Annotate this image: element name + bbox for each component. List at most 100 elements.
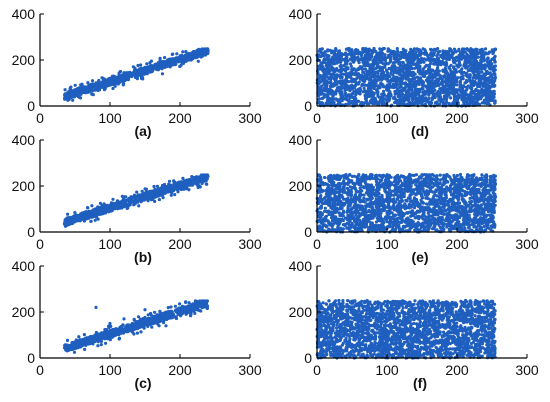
scatter-point (109, 324, 113, 328)
scatter-point (126, 74, 130, 78)
scatter-point (173, 304, 177, 308)
scatter-point (415, 82, 419, 86)
scatter-point (437, 83, 441, 87)
scatter-point (184, 300, 188, 304)
scatter-point (126, 71, 130, 75)
scatter-point (472, 74, 476, 78)
scatter-point (63, 97, 67, 101)
scatter-point (135, 320, 139, 324)
scatter-point (199, 54, 203, 59)
scatter-point (102, 88, 106, 92)
scatter-point (83, 338, 87, 343)
scatter-point (413, 100, 418, 104)
scatter-point (193, 175, 197, 180)
scatter-point (166, 306, 170, 310)
scatter-point (338, 55, 342, 59)
scatter-point (199, 309, 203, 313)
scatter-point (167, 312, 171, 316)
x-tick-label: 200 (168, 236, 192, 252)
y-tick-label: 200 (12, 178, 36, 194)
scatter-point (170, 188, 174, 192)
scatter-point (138, 325, 142, 329)
scatter-point (107, 78, 111, 82)
scatter-point (416, 91, 420, 95)
scatter-point (158, 318, 162, 322)
scatter-point (153, 310, 157, 314)
scatter-point (82, 333, 86, 337)
scatter-point (140, 75, 145, 80)
scatter-point (465, 47, 469, 51)
scatter-point (472, 60, 476, 64)
scatter-point (111, 86, 115, 91)
scatter-point (457, 47, 461, 52)
scatter-point (421, 81, 425, 85)
scatter-point (93, 218, 97, 222)
scatter-point (70, 95, 74, 99)
scatter-point (121, 76, 125, 80)
scatter-point (191, 303, 195, 307)
scatter-point (181, 50, 185, 54)
scatter-point (73, 83, 77, 87)
scatter-point (411, 73, 415, 77)
scatter-point (135, 194, 140, 198)
scatter-point (142, 72, 146, 76)
scatter-point (187, 301, 191, 305)
scatter-point (126, 78, 130, 82)
scatter-point (79, 88, 83, 92)
scatter-point (104, 341, 108, 345)
y-tick-label: 400 (12, 258, 36, 274)
y-tick-label: 0 (27, 224, 35, 240)
scatter-point (132, 193, 137, 197)
scatter-point (87, 88, 91, 92)
scatter-point (132, 203, 136, 207)
scatter-point (135, 331, 139, 335)
scatter-point (63, 88, 67, 92)
scatter-point (120, 194, 124, 198)
scatter-point (465, 74, 469, 78)
x-tick-label: 200 (168, 110, 192, 126)
scatter-point (466, 84, 470, 88)
scatter-point (86, 81, 90, 85)
scatter-point (133, 199, 137, 203)
scatter-point (78, 96, 83, 100)
scatter-point (150, 66, 154, 70)
scatter-point (169, 309, 173, 313)
scatter-point (121, 83, 125, 87)
scatter-point (471, 79, 475, 83)
scatter-point (327, 67, 331, 71)
scatter-point (326, 49, 330, 53)
scatter-point (161, 187, 165, 192)
scatter-point (185, 181, 189, 185)
scatter-point (184, 50, 188, 54)
scatter-point (69, 85, 73, 89)
scatter-point (157, 324, 161, 328)
scatter-point (361, 90, 365, 94)
scatter-point (68, 219, 72, 223)
x-tick-label: 100 (98, 236, 122, 252)
scatter-point (192, 50, 196, 54)
scatter-point (204, 304, 209, 308)
scatter-point (77, 91, 81, 95)
scatter-point (374, 50, 378, 54)
scatter-point (335, 60, 340, 64)
scatter-point (116, 330, 120, 334)
scatter-point (204, 182, 208, 186)
scatter-point (383, 53, 387, 57)
scatter-point (475, 49, 479, 53)
scatter-point (86, 206, 90, 210)
scatter-point (116, 201, 120, 205)
scatter-point (141, 197, 145, 201)
scatter-point (66, 212, 70, 216)
scatter-point (168, 184, 172, 188)
scatter-point (420, 60, 424, 64)
scatter-point (77, 218, 81, 222)
scatter-point (169, 305, 173, 309)
scatter-point (386, 95, 390, 100)
scatter-point (326, 92, 330, 96)
scatter-point (183, 184, 187, 188)
scatter-point (90, 212, 94, 216)
scatter-point (172, 179, 176, 183)
scatter-point (183, 53, 187, 57)
